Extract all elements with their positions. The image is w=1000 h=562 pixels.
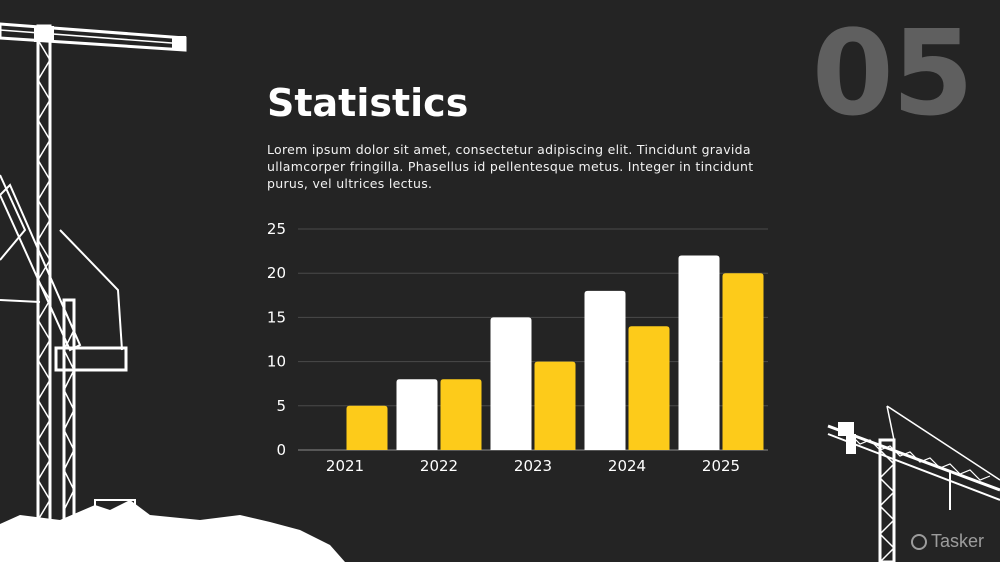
bar-series2-2021 [346,405,388,450]
x-tick-label: 2024 [608,457,646,475]
y-tick-label: 0 [276,441,286,459]
x-tick-label: 2023 [514,457,552,475]
y-tick-label: 5 [276,397,286,415]
bar-series1-2024 [584,290,626,450]
bar-series1-2025 [678,255,720,450]
y-tick-label: 25 [267,220,286,238]
bar-series2-2024 [628,326,670,450]
bar-series2-2022 [440,379,482,450]
y-tick-label: 20 [267,264,286,282]
watermark: Tasker [910,531,984,552]
y-tick-label: 10 [267,353,286,371]
slide-number: 05 [811,4,974,142]
slide-body-text: Lorem ipsum dolor sit amet, consectetur … [267,142,754,191]
watermark-text: Tasker [930,531,984,551]
bar-series2-2023 [534,361,576,450]
bar-series1-2023 [490,317,532,450]
bar-series1-2022 [396,379,438,450]
left-crane-illustration [0,22,345,562]
bar-series2-2025 [722,273,764,450]
x-tick-label: 2022 [420,457,458,475]
slide-title: Statistics [267,81,469,125]
right-crane-illustration [827,405,1000,562]
y-tick-label: 15 [267,308,286,326]
watermark-logo-icon [910,533,927,550]
x-tick-label: 2025 [702,457,740,475]
x-tick-label: 2021 [326,457,364,475]
